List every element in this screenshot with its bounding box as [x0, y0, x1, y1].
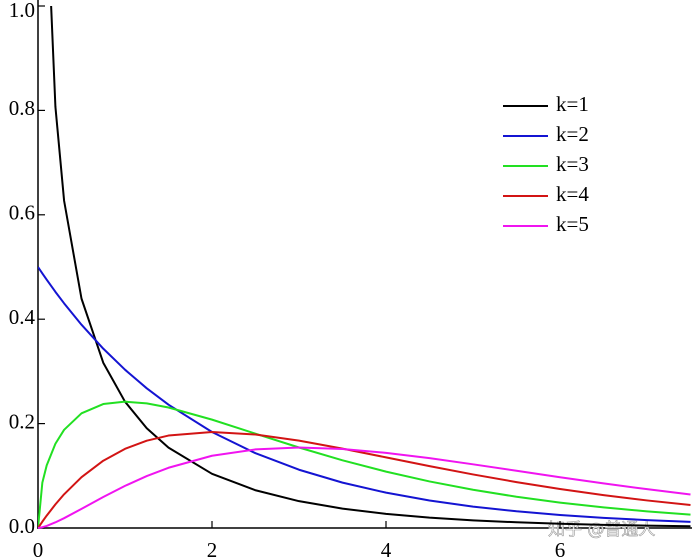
- legend-label: k=3: [556, 152, 589, 176]
- y-tick-label: 1.0: [9, 0, 35, 22]
- legend-label: k=4: [556, 182, 589, 206]
- x-tick-label: 6: [555, 538, 566, 558]
- y-tick-label: 0.0: [9, 514, 35, 538]
- y-tick-label: 0.6: [9, 201, 35, 225]
- y-tick-label: 0.4: [9, 305, 36, 329]
- x-tick-label: 2: [207, 538, 218, 558]
- legend-label: k=5: [556, 212, 589, 236]
- line-series: [38, 431, 691, 529]
- y-tick-label: 0.2: [9, 409, 35, 433]
- y-tick-label: 0.8: [9, 96, 35, 120]
- x-tick-label: 0: [33, 538, 44, 558]
- line-series: [50, 6, 691, 528]
- line-series: [38, 266, 691, 523]
- legend-label: k=1: [556, 92, 589, 116]
- line-series: [38, 446, 691, 529]
- x-tick-label: 4: [381, 538, 392, 558]
- line-series: [38, 400, 691, 529]
- legend-label: k=2: [556, 122, 589, 146]
